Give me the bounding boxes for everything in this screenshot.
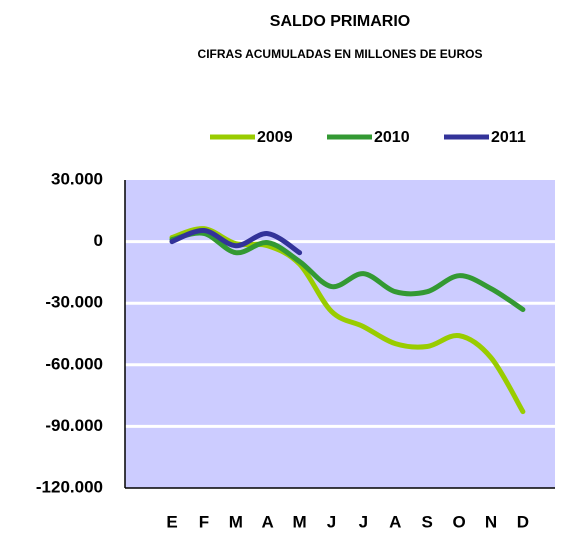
x-tick-label: D bbox=[517, 512, 529, 531]
x-tick-label: J bbox=[327, 512, 336, 531]
x-tick-label: F bbox=[199, 512, 209, 531]
legend-label: 2009 bbox=[257, 129, 293, 146]
line-series bbox=[169, 228, 303, 256]
y-tick-label: -60.000 bbox=[45, 354, 103, 373]
x-tick-label: A bbox=[262, 512, 274, 531]
x-tick-label: J bbox=[359, 512, 368, 531]
y-tick-label: -120.000 bbox=[36, 477, 103, 496]
chart-subtitle: CIFRAS ACUMULADAS EN MILLONES DE EUROS bbox=[198, 47, 483, 61]
x-tick-label: O bbox=[452, 512, 465, 531]
legend-label: 2010 bbox=[374, 129, 410, 146]
y-tick-label: 0 bbox=[94, 231, 103, 250]
legend-label: 2011 bbox=[491, 129, 526, 146]
y-tick-label: 30.000 bbox=[51, 169, 103, 188]
x-tick-label: M bbox=[293, 512, 307, 531]
line-series bbox=[169, 230, 526, 313]
chart-title: SALDO PRIMARIO bbox=[270, 13, 410, 30]
x-tick-label: N bbox=[485, 512, 497, 531]
x-tick-label: M bbox=[229, 512, 243, 531]
x-tick-label: A bbox=[389, 512, 401, 531]
x-tick-label: E bbox=[166, 512, 177, 531]
y-tick-label: -30.000 bbox=[45, 293, 103, 312]
y-tick-label: -90.000 bbox=[45, 416, 103, 435]
plot-area bbox=[125, 180, 555, 488]
x-tick-label: S bbox=[422, 512, 433, 531]
